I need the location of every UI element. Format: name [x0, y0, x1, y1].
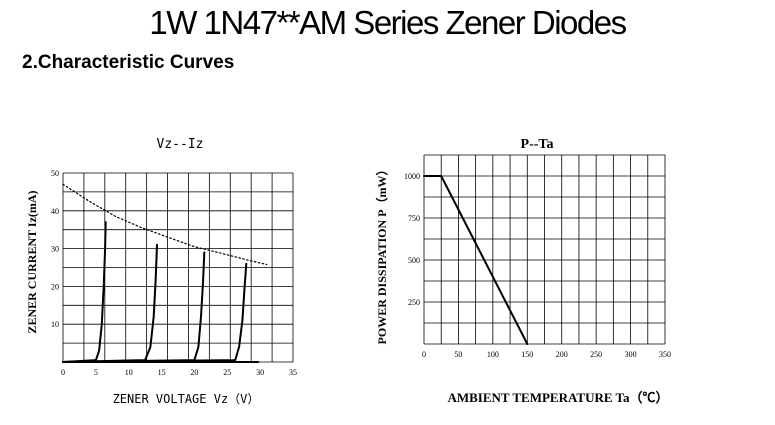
chart-title: Vz--Iz: [157, 137, 204, 152]
section-heading: 2.Characteristic Curves: [22, 52, 235, 73]
series: [62, 183, 268, 363]
y-tick-label: 40: [51, 207, 59, 216]
x-tick-label: 20: [190, 368, 198, 377]
series-line: [62, 262, 248, 363]
x-tick-label: 5: [94, 368, 98, 377]
x-axis-label: ZENER VOLTAGE Vz（V）: [113, 392, 260, 406]
y-tick-label: 10: [51, 320, 59, 329]
x-tick-label: 15: [158, 368, 166, 377]
y-axis-label: ZENER CURRENT Iz(mA): [25, 190, 39, 333]
series-line: [62, 243, 158, 363]
y-tick-label: 50: [51, 169, 59, 178]
grid: [62, 172, 294, 363]
y-tick-label: 20: [51, 282, 59, 291]
y-tick-label: 30: [51, 245, 59, 254]
page-title: 1W 1N47**AM Series Zener Diodes: [149, 4, 627, 41]
power-limit-curve: [62, 183, 268, 266]
x-tick-label: 35: [289, 368, 297, 377]
x-tick-label: 0: [61, 368, 65, 377]
x-tick-label: 30: [256, 368, 264, 377]
x-tick-label: 10: [125, 368, 133, 377]
x-tick-label: 25: [223, 368, 231, 377]
series-line: [62, 221, 107, 363]
tick-labels: 0 5 10 15 20 25 30 35 10 20 30 40 50: [51, 169, 297, 377]
